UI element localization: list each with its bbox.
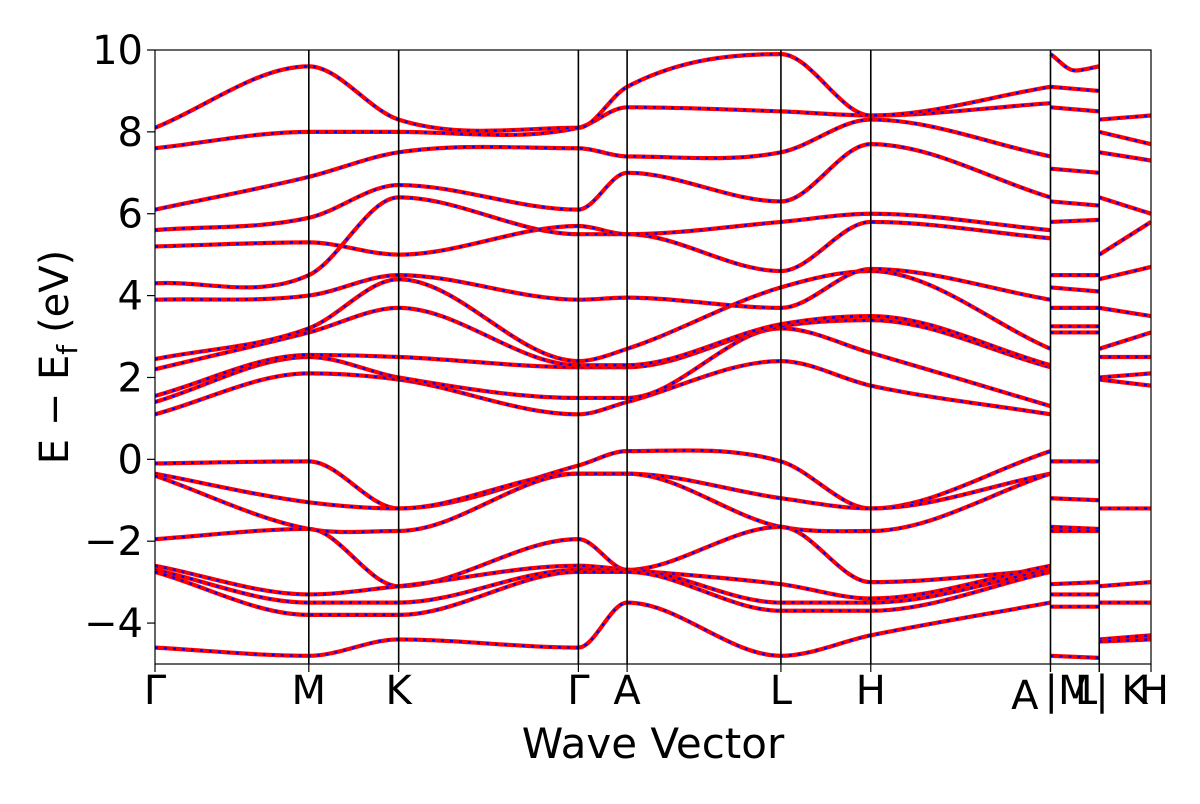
band-line-35 — [1050, 166, 1100, 175]
band-line-45 — [1099, 371, 1151, 380]
band-line-31 — [1050, 285, 1100, 294]
band-line-19 — [155, 51, 1051, 133]
band-line-33 — [1050, 217, 1100, 225]
band-line-overlay-47 — [1098, 331, 1151, 350]
y-tick-label-0: 10 — [92, 28, 143, 74]
x-tick-label-0: Γ — [144, 668, 167, 714]
band-line-40 — [1099, 580, 1151, 589]
band-line-42 — [1099, 633, 1151, 642]
band-line-overlay-38 — [1049, 53, 1100, 72]
y-axis-label-main: E − E — [32, 355, 78, 465]
band-line-54 — [1099, 113, 1151, 122]
x-tick-label-6: H — [856, 668, 886, 714]
band-line-53 — [1098, 129, 1151, 147]
y-tick-label-1: 8 — [118, 110, 143, 156]
x-tick-label-3: Γ — [567, 668, 590, 714]
x-tick-label-5: L — [770, 668, 793, 714]
x-tick-label-1: M — [292, 668, 327, 714]
x-axis-label: Wave Vector — [522, 719, 785, 768]
band-line-overlay-7 — [155, 601, 1051, 658]
y-axis-label: E − Ef (eV) — [32, 250, 84, 465]
y-axis-label-subscript: f — [51, 344, 84, 355]
y-tick-label-4: 2 — [118, 355, 143, 401]
band-line-43 — [1099, 637, 1151, 644]
band-line-7 — [155, 600, 1051, 658]
band-line-5 — [155, 567, 1051, 605]
y-axis-ticks: 10 8 6 4 2 0 −2 −4 — [84, 28, 155, 647]
band-line-37 — [1050, 84, 1100, 94]
x-tick-label-7: A — [1011, 673, 1039, 719]
x-tick-label-11: H — [1139, 668, 1169, 714]
band-line-44 — [1098, 377, 1151, 388]
band-line-12 — [155, 268, 1052, 364]
band-line-1 — [155, 471, 1051, 511]
x-tick-label-9: L — [1075, 668, 1098, 714]
band-line-overlay-6 — [155, 570, 1051, 617]
band-line-3 — [155, 524, 1051, 589]
bands-layer — [155, 51, 1151, 660]
band-line-21 — [1050, 496, 1100, 503]
band-line-27 — [1050, 653, 1100, 660]
band-line-overlay-51 — [1098, 196, 1151, 215]
y-tick-label-3: 4 — [118, 274, 143, 320]
band-line-48 — [1098, 305, 1151, 319]
band-line-overlay-50 — [1098, 220, 1151, 256]
band-line-overlay-13 — [155, 267, 1051, 310]
y-axis-label-unit: (eV) — [32, 250, 78, 333]
plot-frame — [154, 49, 1152, 665]
band-line-22 — [1050, 524, 1100, 532]
band-line-49 — [1098, 264, 1151, 282]
y-tick-label-6: −2 — [84, 519, 143, 565]
band-line-52 — [1098, 150, 1151, 163]
band-line-13 — [155, 266, 1051, 310]
band-line-overlay-12 — [155, 269, 1051, 363]
y-tick-label-2: 6 — [118, 192, 143, 238]
band-line-24 — [1050, 580, 1100, 587]
band-line-34 — [1050, 199, 1100, 208]
band-line-overlay-19 — [155, 52, 1051, 133]
x-tick-label-2: K — [386, 668, 414, 714]
high-symmetry-lines — [308, 50, 1101, 664]
y-tick-label-5: 0 — [118, 437, 143, 483]
band-line-36 — [1050, 105, 1100, 114]
x-axis-ticks: Γ M K Γ A L H A |ML| KH — [144, 664, 1169, 719]
x-tick-label-4: A — [613, 668, 641, 714]
band-line-overlay-0 — [155, 449, 1051, 510]
x-tick-label-10: | K — [1095, 668, 1149, 714]
x-tick-label-8: |M — [1044, 668, 1092, 714]
y-tick-label-7: −4 — [84, 601, 143, 647]
